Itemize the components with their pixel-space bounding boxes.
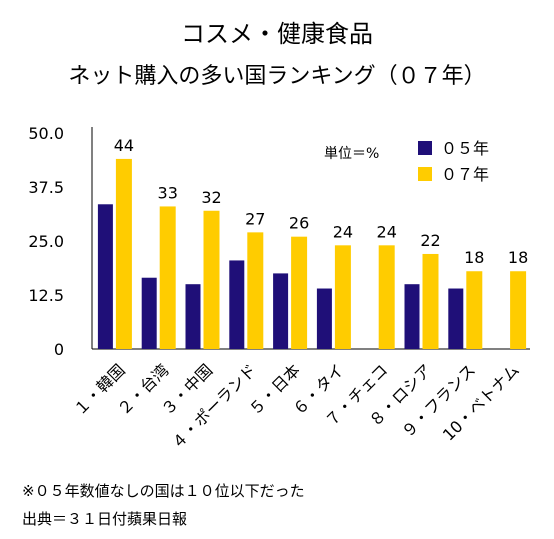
bar-05-8 bbox=[404, 284, 420, 349]
bar-05-9 bbox=[448, 288, 464, 349]
y-tick-label: 37.5 bbox=[28, 178, 64, 197]
data-label-07: 18 bbox=[464, 248, 484, 267]
y-tick-label: 50.0 bbox=[28, 124, 64, 143]
bar-07-8 bbox=[422, 253, 439, 349]
bar-07-1 bbox=[115, 158, 132, 349]
chart-title: コスメ・健康食品 bbox=[181, 20, 373, 48]
y-tick-label: 25.0 bbox=[28, 232, 64, 251]
legend-label: ０７年 bbox=[441, 165, 489, 184]
bar-05-3 bbox=[185, 284, 201, 349]
bar-07-6 bbox=[334, 245, 351, 349]
bar-07-2 bbox=[159, 206, 176, 349]
bar-05-2 bbox=[141, 277, 157, 349]
data-label-07: 26 bbox=[289, 214, 309, 233]
data-label-07: 18 bbox=[508, 248, 528, 267]
legend-swatch-07 bbox=[418, 167, 432, 181]
bar-07-4 bbox=[247, 232, 264, 349]
data-label-07: 24 bbox=[377, 222, 397, 241]
bar-07-3 bbox=[203, 210, 220, 349]
data-label-07: 33 bbox=[158, 183, 178, 202]
unit-label: 単位＝% bbox=[324, 146, 379, 162]
bar-07-5 bbox=[291, 236, 308, 349]
bar-05-6 bbox=[316, 288, 332, 349]
bar-07-7 bbox=[378, 245, 395, 349]
data-label-07: 44 bbox=[114, 136, 134, 155]
y-tick-label: 0 bbox=[54, 340, 64, 359]
category-label: 10・ベトナム bbox=[439, 360, 523, 444]
data-label-07: 22 bbox=[420, 231, 440, 250]
data-label-07: 32 bbox=[201, 188, 221, 207]
bar-07-10 bbox=[510, 271, 527, 349]
legend-swatch-05 bbox=[418, 141, 432, 155]
y-tick-label: 12.5 bbox=[28, 286, 64, 305]
bar-05-4 bbox=[229, 260, 245, 349]
legend-label: ０５年 bbox=[441, 139, 489, 158]
chart-subtitle: ネット購入の多い国ランキング（０７年） bbox=[68, 64, 486, 89]
footnote: ※０５年数値なしの国は１０位以下だった bbox=[22, 482, 305, 500]
bar-05-5 bbox=[273, 273, 289, 349]
bar-07-9 bbox=[466, 271, 483, 349]
data-label-07: 24 bbox=[333, 222, 353, 241]
source-note: 出典＝３１日付蘋果日報 bbox=[22, 510, 188, 528]
data-label-07: 27 bbox=[245, 209, 265, 228]
bar-05-1 bbox=[97, 204, 113, 349]
